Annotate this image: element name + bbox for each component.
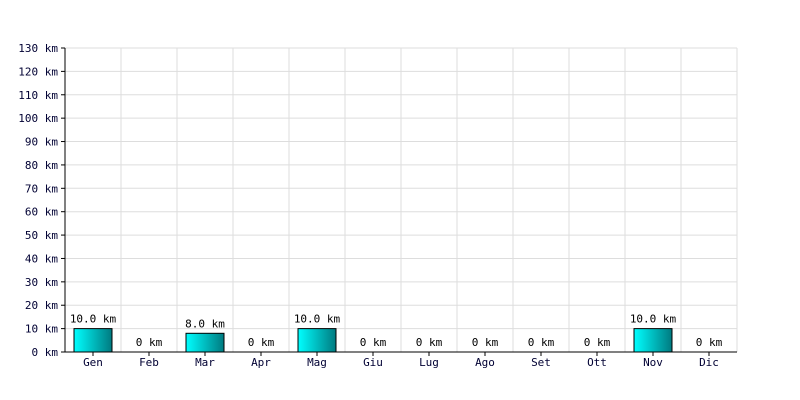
data-label-nov: 10.0 km (630, 313, 677, 326)
data-label-mag: 10.0 km (294, 313, 341, 326)
y-tick-label: 0 km (32, 346, 59, 359)
y-tick-label: 10 km (25, 323, 58, 336)
y-tick-label: 20 km (25, 299, 58, 312)
data-label-lug: 0 km (416, 336, 443, 349)
y-tick-label: 30 km (25, 276, 58, 289)
data-label-ago: 0 km (472, 336, 499, 349)
x-tick-label-dic: Dic (699, 356, 719, 369)
bar-mar (185, 332, 225, 353)
y-tick-label: 110 km (18, 89, 58, 102)
y-tick-label: 60 km (25, 206, 58, 219)
x-tick-label-set: Set (531, 356, 551, 369)
x-tick-label-gen: Gen (83, 356, 103, 369)
x-tick-labels: Gen Feb Mar Apr Mag Giu Lug Ago Set Ott Nov Dic (83, 356, 719, 369)
bar-mag (297, 328, 337, 353)
data-label-giu: 0 km (360, 336, 387, 349)
data-labels: 10.0 km 0 km 8.0 km 0 km 10.0 km 0 km 0 km 0 km… (70, 313, 723, 349)
x-tick-label-ott: Ott (587, 356, 607, 369)
x-tick-label-apr: Apr (251, 356, 271, 369)
grid (64, 47, 738, 353)
data-label-dic: 0 km (696, 336, 723, 349)
data-label-set: 0 km (528, 336, 555, 349)
data-label-feb: 0 km (136, 336, 163, 349)
y-tick-label: 50 km (25, 229, 58, 242)
data-label-apr: 0 km (248, 336, 275, 349)
bar-gen (73, 328, 113, 353)
y-tick-label: 100 km (18, 112, 58, 125)
y-tick-label: 70 km (25, 182, 58, 195)
axes (61, 47, 737, 356)
y-tick-label: 120 km (18, 65, 58, 78)
x-tick-label-lug: Lug (419, 356, 439, 369)
data-label-ott: 0 km (584, 336, 611, 349)
x-tick-label-giu: Giu (363, 356, 383, 369)
x-tick-label-mar: Mar (195, 356, 215, 369)
x-tick-label-nov: Nov (643, 356, 663, 369)
bar-nov (633, 328, 673, 353)
y-tick-label: 80 km (25, 159, 58, 172)
y-tick-label: 130 km (18, 42, 58, 55)
y-tick-label: 40 km (25, 252, 58, 265)
x-tick-label-ago: Ago (475, 356, 495, 369)
x-tick-label-mag: Mag (307, 356, 327, 369)
data-label-mar: 8.0 km (185, 317, 225, 330)
y-tick-labels: 0 km 10 km 20 km 30 km 40 km 50 km 60 km 70 km 8… (18, 42, 58, 359)
y-tick-label: 90 km (25, 136, 58, 149)
data-label-gen: 10.0 km (70, 313, 117, 326)
x-tick-label-feb: Feb (139, 356, 159, 369)
